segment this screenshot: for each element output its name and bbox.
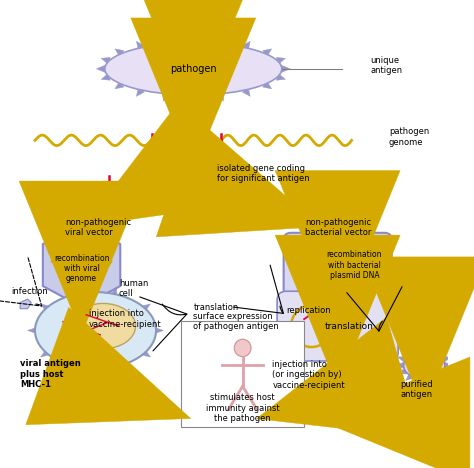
Polygon shape (101, 73, 110, 80)
Polygon shape (445, 362, 454, 368)
Text: purified
antigen: purified antigen (401, 380, 433, 400)
Polygon shape (435, 350, 443, 357)
Polygon shape (96, 66, 105, 73)
Polygon shape (137, 41, 144, 50)
Polygon shape (115, 49, 124, 56)
Polygon shape (441, 357, 451, 362)
Polygon shape (27, 328, 35, 333)
Polygon shape (41, 304, 48, 310)
Polygon shape (156, 328, 164, 333)
Polygon shape (111, 287, 117, 295)
Polygon shape (330, 352, 336, 360)
Polygon shape (426, 378, 432, 384)
Polygon shape (282, 66, 290, 73)
Text: surface expression
of pathogen antigen: surface expression of pathogen antigen (193, 312, 279, 331)
Text: non-pathogenic
bacterial vector: non-pathogenic bacterial vector (305, 218, 372, 237)
Polygon shape (190, 35, 197, 43)
Text: injection into
vaccine-recipient: injection into vaccine-recipient (89, 309, 162, 329)
Polygon shape (217, 93, 224, 101)
Polygon shape (143, 351, 151, 357)
Polygon shape (397, 368, 407, 374)
Polygon shape (99, 380, 114, 386)
Polygon shape (242, 41, 250, 50)
FancyBboxPatch shape (277, 291, 398, 361)
Text: unique
antigen: unique antigen (370, 56, 402, 75)
Polygon shape (435, 374, 443, 380)
Ellipse shape (35, 292, 156, 369)
Text: injection into
(or ingestion by)
vaccine-recipient: injection into (or ingestion by) vaccine… (273, 360, 345, 390)
Polygon shape (317, 293, 324, 301)
Polygon shape (417, 346, 423, 353)
Text: translation: translation (193, 303, 238, 312)
Polygon shape (298, 295, 306, 302)
Text: pathogen
genome: pathogen genome (389, 127, 429, 146)
Polygon shape (263, 49, 272, 56)
Polygon shape (388, 306, 397, 311)
Polygon shape (351, 293, 358, 301)
Polygon shape (389, 323, 397, 329)
Polygon shape (330, 292, 336, 300)
Polygon shape (43, 223, 120, 307)
Polygon shape (279, 306, 287, 311)
Polygon shape (74, 366, 80, 373)
Text: recombination
with viral
genome: recombination with viral genome (54, 254, 109, 284)
FancyBboxPatch shape (68, 366, 90, 381)
Polygon shape (340, 292, 346, 300)
Polygon shape (279, 341, 287, 346)
Polygon shape (217, 37, 224, 45)
Polygon shape (406, 350, 414, 357)
FancyBboxPatch shape (181, 321, 304, 427)
Polygon shape (263, 81, 272, 89)
Ellipse shape (404, 351, 445, 380)
Polygon shape (115, 81, 124, 89)
Polygon shape (278, 323, 286, 329)
Ellipse shape (234, 339, 251, 357)
Polygon shape (317, 351, 324, 359)
Polygon shape (340, 352, 346, 360)
Polygon shape (137, 88, 144, 96)
Polygon shape (276, 73, 285, 80)
Polygon shape (74, 287, 80, 295)
Text: human
cell: human cell (119, 279, 148, 298)
Polygon shape (163, 93, 170, 101)
Polygon shape (369, 350, 377, 358)
Text: infection: infection (12, 287, 48, 296)
Text: stimulates host
immunity against
the pathogen: stimulates host immunity against the pat… (206, 393, 280, 423)
Polygon shape (441, 368, 451, 374)
Polygon shape (298, 350, 306, 358)
Text: non-pathogenic
viral vector: non-pathogenic viral vector (65, 218, 131, 237)
Text: replication: replication (286, 306, 331, 315)
Polygon shape (351, 351, 358, 359)
Polygon shape (190, 95, 197, 103)
Polygon shape (397, 357, 407, 362)
Polygon shape (417, 378, 423, 384)
Polygon shape (71, 380, 86, 386)
Text: isolated gene coding
for significant antigen: isolated gene coding for significant ant… (217, 164, 309, 183)
Polygon shape (20, 299, 31, 309)
Polygon shape (41, 351, 48, 357)
Polygon shape (406, 374, 414, 380)
Text: viral antigen
plus host
MHC-1: viral antigen plus host MHC-1 (20, 359, 81, 389)
Ellipse shape (105, 43, 282, 95)
Polygon shape (242, 88, 250, 96)
Ellipse shape (70, 303, 136, 349)
Text: pathogen: pathogen (170, 64, 217, 74)
Polygon shape (394, 362, 404, 368)
FancyBboxPatch shape (283, 233, 392, 297)
Polygon shape (276, 58, 285, 64)
Polygon shape (426, 346, 432, 353)
FancyBboxPatch shape (96, 366, 118, 381)
Polygon shape (163, 37, 170, 45)
Text: translation: translation (324, 322, 373, 330)
Polygon shape (101, 58, 110, 64)
Polygon shape (369, 295, 377, 302)
Polygon shape (111, 366, 117, 373)
Text: recombination
with bacterial
plasmid DNA: recombination with bacterial plasmid DNA (327, 250, 382, 280)
Polygon shape (143, 304, 151, 310)
Polygon shape (388, 341, 397, 346)
